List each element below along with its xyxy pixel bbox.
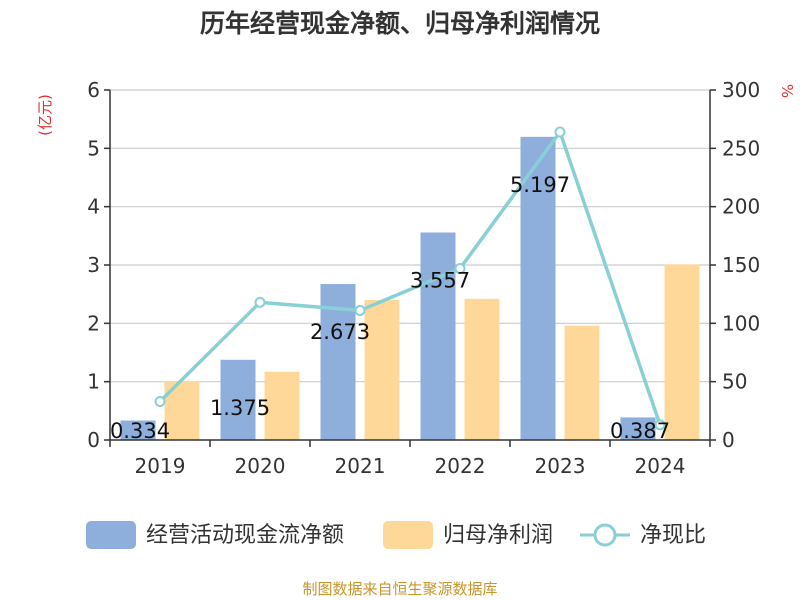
right-tick-label: 150 — [722, 253, 760, 277]
left-tick-label: 5 — [87, 136, 100, 160]
legend-swatch-net-profit[interactable] — [383, 521, 433, 549]
data-label-cashflow-2023: 5.197 — [510, 173, 570, 197]
data-label-cashflow-2024: 0.387 — [610, 419, 670, 443]
bar-cashflow-2022[interactable] — [420, 232, 456, 440]
left-tick-label: 4 — [87, 195, 100, 219]
data-source-note: 制图数据来自恒生聚源数据库 — [302, 580, 497, 598]
point-ratio-2023[interactable] — [554, 126, 566, 138]
point-ratio-2019[interactable] — [154, 396, 166, 407]
legend: 经营活动现金流净额 归母净利润 净现比 — [86, 521, 706, 549]
data-label-cashflow-2021: 2.673 — [310, 320, 370, 344]
right-tick-label: 250 — [722, 136, 760, 160]
legend-label-net-profit[interactable]: 归母净利润 — [443, 523, 553, 548]
x-tick-label: 2023 — [535, 454, 586, 478]
left-tick-label: 1 — [87, 370, 100, 394]
point-ratio-2024[interactable] — [654, 419, 666, 431]
line-ratio — [158, 128, 662, 426]
bar-cashflow-2024[interactable] — [620, 417, 656, 440]
chart-title: 历年经营现金净额、归母净利润情况 — [200, 9, 600, 38]
data-label-cashflow-2019: 0.334 — [110, 419, 170, 443]
legend-marker-ratio[interactable] — [593, 523, 617, 547]
line-series-group — [154, 126, 666, 431]
bar-cashflow-2020[interactable] — [220, 359, 256, 440]
grid-lines — [110, 89, 710, 383]
left-tick-label: 3 — [87, 253, 100, 277]
bar-net-profit-2020[interactable] — [264, 371, 300, 440]
bar-net-profit-2022[interactable] — [464, 298, 500, 440]
right-tick-label: 100 — [722, 311, 760, 335]
x-tick-label: 2021 — [335, 454, 386, 478]
left-axis-unit: (亿元) — [36, 94, 54, 136]
left-tick-label: 0 — [87, 428, 100, 452]
axes-group: 0 1 2 3 4 5 6 0 50 100 150 200 250 300 2019 2020 2021 202… — [87, 78, 760, 478]
legend-label-ratio[interactable]: 净现比 — [640, 523, 706, 548]
x-tick-label: 2024 — [635, 454, 686, 478]
data-labels-group: 0.334 1.375 2.673 3.557 5.197 0.387 — [110, 173, 670, 443]
legend-label-cashflow[interactable]: 经营活动现金流净额 — [146, 523, 344, 548]
left-tick-label: 2 — [87, 311, 100, 335]
right-tick-label: 300 — [722, 78, 760, 102]
point-ratio-2021[interactable] — [354, 305, 366, 316]
bar-cashflow-2019[interactable] — [120, 420, 156, 440]
point-ratio-2022[interactable] — [454, 263, 466, 274]
x-tick-label: 2020 — [235, 454, 286, 478]
x-tick-label: 2022 — [435, 454, 486, 478]
point-ratio-2020[interactable] — [254, 296, 266, 308]
left-tick-label: 6 — [87, 78, 100, 102]
right-tick-label: 50 — [722, 370, 747, 394]
right-tick-label: 0 — [722, 428, 735, 452]
data-label-cashflow-2022: 3.557 — [410, 269, 470, 293]
legend-swatch-cashflow[interactable] — [86, 521, 136, 549]
x-tick-label: 2019 — [135, 454, 186, 478]
data-label-cashflow-2020: 1.375 — [210, 396, 270, 420]
right-axis-unit: % — [778, 84, 796, 98]
bars-group — [120, 136, 700, 440]
bar-cashflow-2023[interactable] — [520, 136, 556, 440]
bar-net-profit-2023[interactable] — [564, 325, 600, 440]
bar-net-profit-2024[interactable] — [664, 264, 700, 440]
right-tick-label: 200 — [722, 195, 760, 219]
bar-net-profit-2021[interactable] — [364, 300, 400, 440]
